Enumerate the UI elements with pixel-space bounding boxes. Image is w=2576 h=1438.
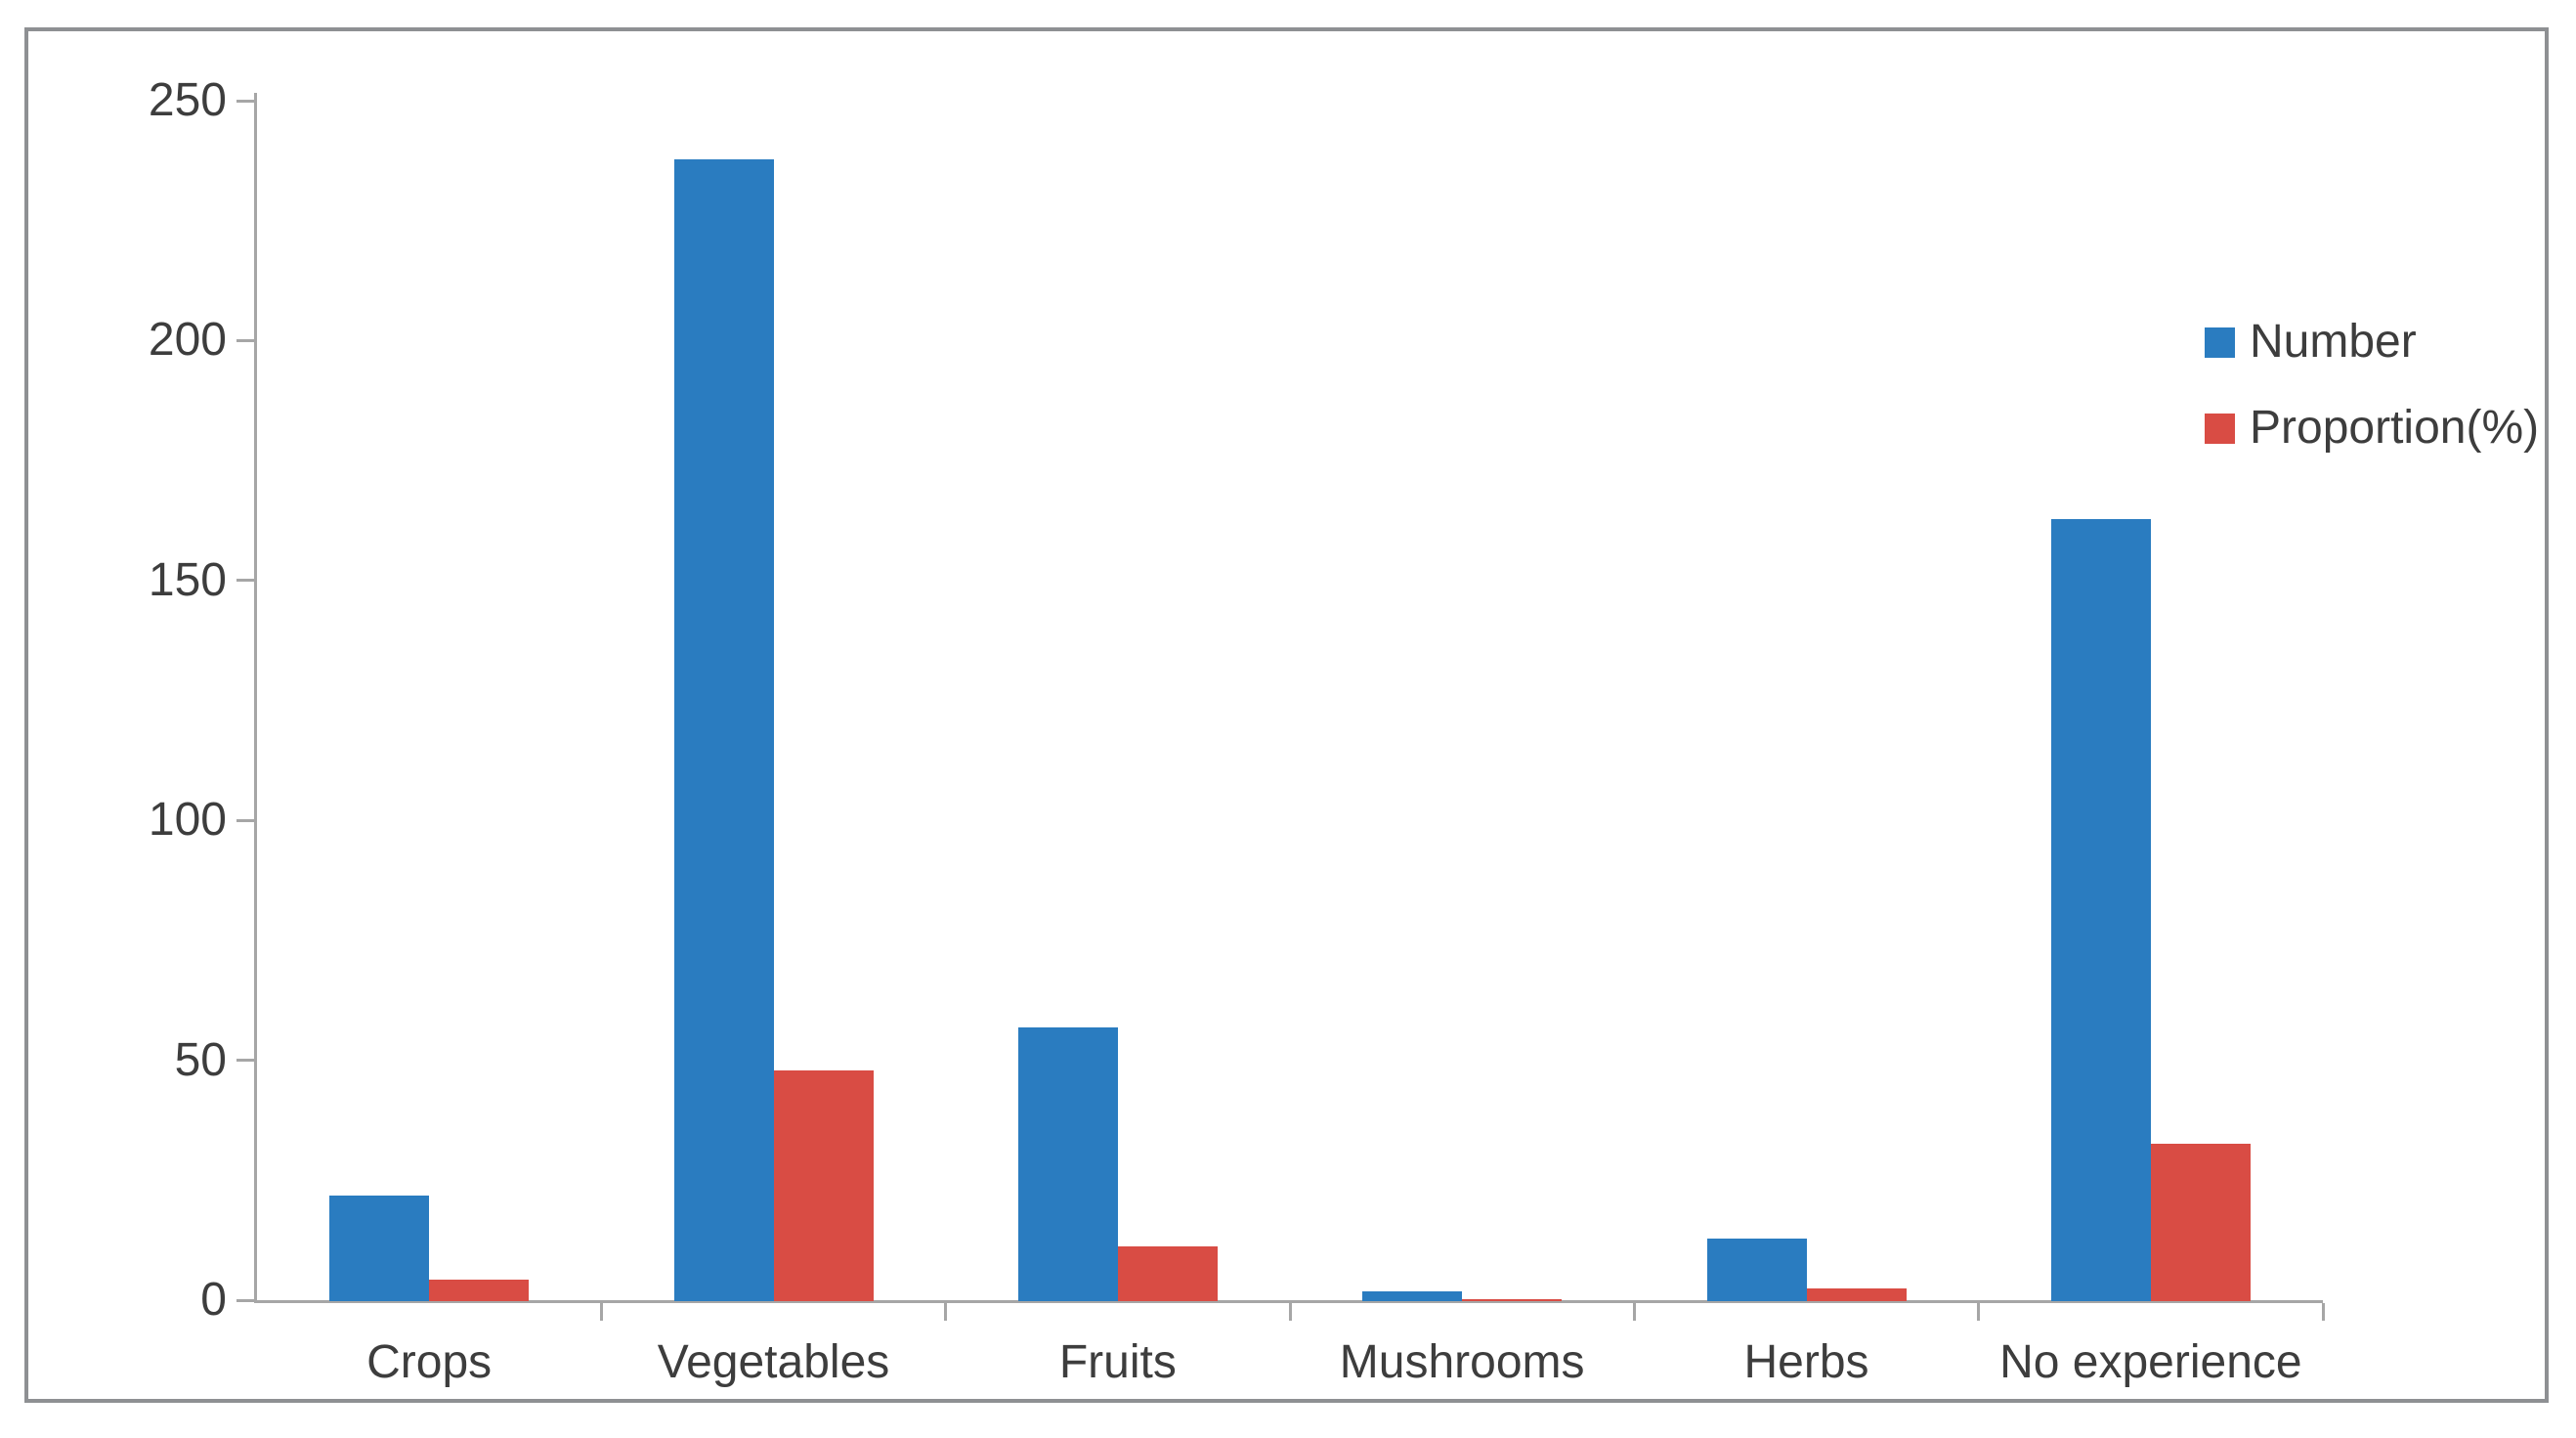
x-axis-category-label: Vegetables: [657, 1336, 890, 1388]
legend-swatch-number-icon: [2205, 327, 2235, 358]
x-axis-category-label: Fruits: [1058, 1336, 1177, 1388]
legend: Number Proportion(%): [2205, 315, 2539, 456]
y-axis-tick-label: 50: [174, 1033, 227, 1086]
y-axis-tick-label: 200: [148, 314, 227, 367]
x-axis-category-label: Mushrooms: [1339, 1336, 1585, 1388]
x-axis-tick: [1632, 1303, 1636, 1321]
y-axis-tick: [236, 338, 254, 342]
y-axis-tick: [236, 99, 254, 103]
y-axis-tick: [236, 1059, 254, 1063]
y-axis-tick-label: 150: [148, 553, 227, 606]
x-axis-line: [254, 1300, 2323, 1303]
bar-proportion-vegetables: [773, 1069, 874, 1301]
legend-item-number: Number: [2205, 315, 2539, 370]
legend-label-proportion: Proportion(%): [2250, 402, 2540, 454]
legend-label-number: Number: [2250, 316, 2417, 368]
bar-proportion-no-experience: [2150, 1143, 2251, 1301]
x-axis-tick: [944, 1303, 948, 1321]
x-axis-category-label: No experience: [1999, 1336, 2302, 1388]
x-axis-tick: [1977, 1303, 1981, 1321]
bar-number-crops: [329, 1196, 430, 1301]
x-axis-tick: [599, 1303, 603, 1321]
legend-swatch-proportion-icon: [2205, 413, 2235, 444]
y-axis-tick-label: 100: [148, 794, 227, 847]
y-axis-tick-label: 250: [148, 74, 227, 126]
x-axis-tick: [2321, 1303, 2325, 1321]
bar-number-herbs: [1706, 1239, 1807, 1301]
bar-proportion-mushrooms: [1462, 1299, 1563, 1301]
y-axis-tick: [236, 579, 254, 583]
bar-number-mushrooms: [1362, 1291, 1463, 1301]
bar-proportion-fruits: [1117, 1245, 1218, 1301]
x-axis-tick: [1288, 1303, 1292, 1321]
y-axis-tick: [236, 1298, 254, 1302]
bar-number-fruits: [1017, 1027, 1118, 1301]
bar-proportion-herbs: [1806, 1288, 1907, 1301]
bar-proportion-crops: [429, 1280, 530, 1301]
y-axis-tick: [236, 818, 254, 822]
y-axis-tick-label: 0: [200, 1274, 227, 1326]
bar-number-vegetables: [673, 158, 774, 1301]
y-axis-line: [254, 93, 257, 1303]
legend-item-proportion: Proportion(%): [2205, 401, 2539, 456]
x-axis-category-label: Crops: [366, 1336, 493, 1388]
bar-number-no-experience: [2050, 518, 2151, 1301]
x-axis-category-label: Herbs: [1743, 1336, 1869, 1388]
